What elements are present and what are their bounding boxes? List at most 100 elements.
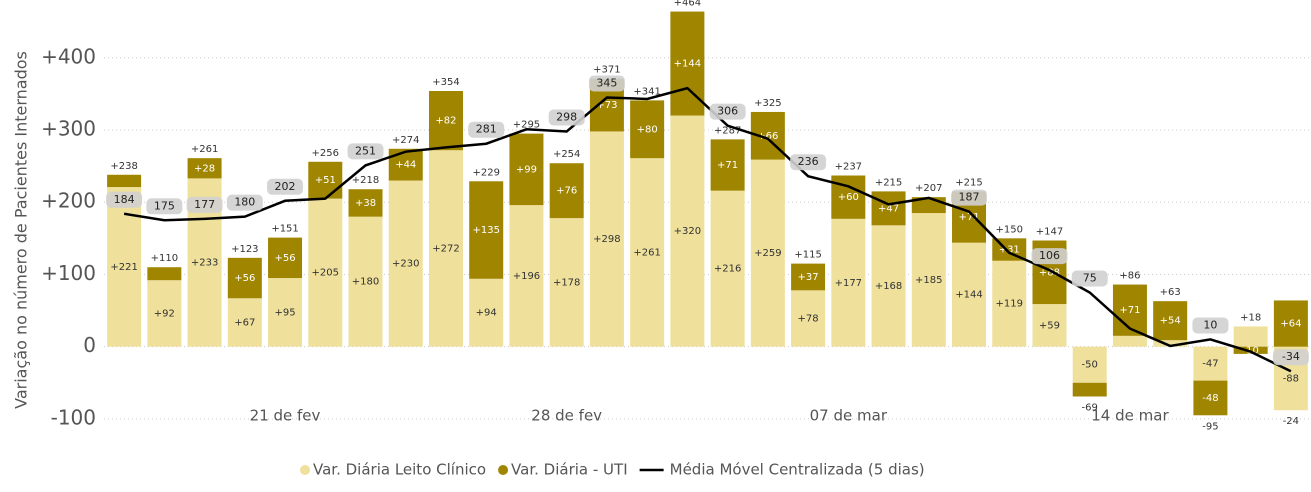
total-label: +287 <box>714 125 741 136</box>
y-tick-label: 0 <box>83 333 96 357</box>
x-tick-label: 07 de mar <box>810 407 888 425</box>
bar-segment <box>147 280 182 347</box>
total-label: -24 <box>1283 416 1299 427</box>
line-label-bg <box>709 103 746 120</box>
bar-value-label: +71 <box>717 160 738 171</box>
line-value-label: 281 <box>476 123 497 136</box>
y-tick-label: +400 <box>41 44 96 68</box>
line-label-bg <box>1272 349 1309 366</box>
legend-label: Média Móvel Centralizada (5 dias) <box>670 461 925 479</box>
line-value-label: 180 <box>234 196 255 209</box>
bar-segment <box>630 158 665 347</box>
line-value-label: 187 <box>959 191 980 204</box>
line-label-bg <box>951 189 988 206</box>
bar-value-label: +31 <box>999 245 1020 256</box>
bar-segment <box>268 278 303 347</box>
y-tick-label: +100 <box>41 261 96 285</box>
bar-segment <box>428 91 463 151</box>
bar-segment <box>952 242 987 347</box>
bar-segment <box>227 257 262 299</box>
bar-value-label: +80 <box>637 124 658 135</box>
total-label: +254 <box>553 149 580 160</box>
bar-value-label: +272 <box>432 243 459 254</box>
total-label: -95 <box>1202 421 1218 432</box>
bar-segment <box>791 263 826 291</box>
bar-value-label: +64 <box>1280 319 1301 330</box>
line-value-label: 251 <box>355 144 376 157</box>
bar-value-label: +94 <box>476 308 497 319</box>
y-tick-label: +200 <box>41 189 96 213</box>
total-label: +238 <box>110 161 137 172</box>
bar-value-label: +298 <box>593 234 620 245</box>
x-tick-label: 28 de fev <box>531 407 602 425</box>
bar-value-label: +92 <box>154 308 175 319</box>
line-label-bg <box>1031 248 1068 265</box>
total-label: +261 <box>191 144 218 155</box>
bar-segment <box>1032 304 1067 347</box>
bar-value-label: +56 <box>274 253 295 264</box>
bar-value-label: +47 <box>878 203 899 214</box>
bar-value-label: +78 <box>798 314 819 325</box>
bar-value-label: +221 <box>110 262 137 273</box>
bar-value-label: +119 <box>996 299 1023 310</box>
bar-segment <box>710 139 745 191</box>
line-value-label: 184 <box>114 193 135 206</box>
bar-segment <box>1193 380 1228 416</box>
bar-segment <box>710 190 745 347</box>
bar-segment <box>1072 346 1107 383</box>
bar-segment <box>871 225 906 347</box>
legend-dot <box>498 465 509 475</box>
bar-segment <box>1193 346 1228 381</box>
line-value-label: 75 <box>1083 272 1097 285</box>
line-label-bg <box>347 143 384 160</box>
line-value-label: 306 <box>717 105 738 118</box>
bar-segment <box>549 218 584 347</box>
bar-value-label: +144 <box>674 59 701 70</box>
bar-value-label: +196 <box>513 271 540 282</box>
bar-segment <box>670 115 705 347</box>
line-value-label: 202 <box>275 180 296 193</box>
bar-segment <box>469 181 504 279</box>
bar-segment <box>268 237 303 279</box>
total-label: +371 <box>593 65 620 76</box>
total-label: +123 <box>231 244 258 255</box>
bar-value-label: +185 <box>915 275 942 286</box>
bar-segment <box>308 161 343 199</box>
line-label-bg <box>226 194 263 211</box>
total-label: +256 <box>312 148 339 159</box>
line-label-bg <box>790 154 827 171</box>
bar-segment <box>147 267 182 281</box>
total-label: +110 <box>151 253 178 264</box>
bar-value-label: +177 <box>835 278 862 289</box>
bar-value-label: +60 <box>838 192 859 203</box>
bar-segment <box>469 278 504 347</box>
bar-segment <box>992 260 1027 347</box>
line-value-label: 345 <box>596 77 617 90</box>
bar-value-label: +99 <box>516 164 537 175</box>
bar-value-label: +54 <box>1160 316 1181 327</box>
bar-segment <box>1153 340 1188 347</box>
bar-value-label: +82 <box>435 116 456 127</box>
bar-segment <box>107 187 142 347</box>
bar-value-label: +28 <box>194 163 215 174</box>
bar-segment <box>549 163 584 219</box>
bar-segment <box>509 205 544 347</box>
bar-value-label: +88 <box>1039 267 1060 278</box>
bar-segment <box>1273 300 1308 347</box>
bar-value-label: -48 <box>1202 393 1218 404</box>
line-label-bg <box>267 178 304 195</box>
line-value-label: -34 <box>1282 350 1300 363</box>
bar-segment <box>509 133 544 206</box>
total-label: +215 <box>875 177 902 188</box>
bar-segment <box>1153 301 1188 341</box>
bar-segment <box>589 131 624 347</box>
bar-segment <box>388 180 423 347</box>
line-label-bg <box>106 191 143 208</box>
bar-value-label: +205 <box>312 268 339 279</box>
bar-value-label: -88 <box>1283 373 1299 384</box>
legend-dot <box>300 465 310 475</box>
bar-value-label: +71 <box>958 212 979 223</box>
line-label-bg <box>548 109 585 126</box>
bar-value-label: -50 <box>1082 360 1098 371</box>
line-label-bg <box>468 121 505 138</box>
